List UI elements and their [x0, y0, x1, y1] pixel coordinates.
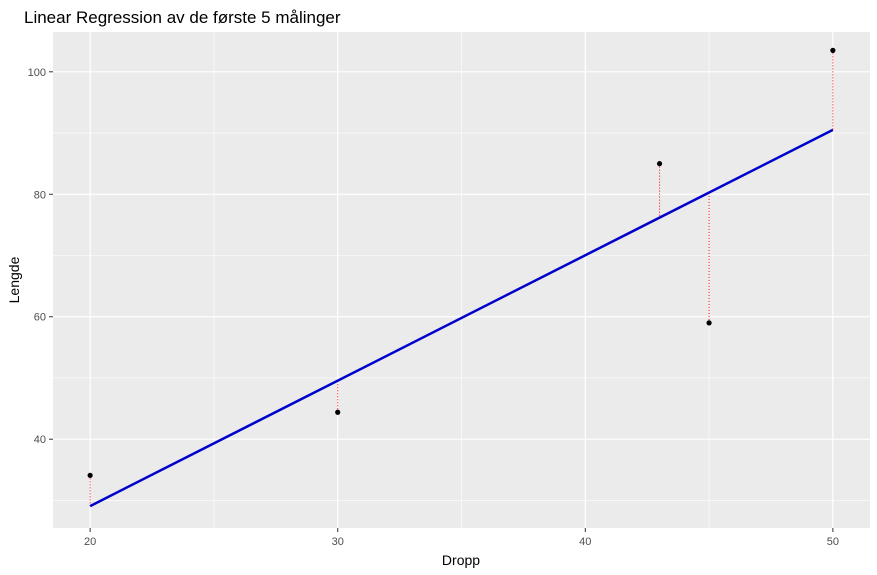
data-point	[830, 47, 836, 53]
x-tick-label: 40	[579, 536, 591, 548]
regression-line-group	[89, 128, 834, 508]
data-point	[87, 472, 93, 478]
data-point	[656, 161, 663, 167]
y-tick-label: 80	[34, 189, 46, 201]
y-tick-label: 40	[34, 434, 46, 446]
major-gridlines	[53, 32, 870, 528]
regression-line	[89, 128, 834, 508]
y-axis-title: Lengde	[6, 256, 22, 303]
x-axis-ticks: 20 30 40 50	[84, 528, 839, 548]
x-axis-title: Dropp	[442, 552, 480, 568]
x-tick-label: 20	[84, 536, 96, 548]
y-tick-label: 60	[34, 312, 46, 324]
data-point	[335, 409, 341, 415]
y-tick-label: 100	[28, 67, 46, 79]
data-point	[706, 320, 712, 326]
chart-title: Linear Regression av de første 5 målinge…	[24, 8, 341, 27]
x-tick-label: 50	[827, 536, 839, 548]
residual-lines	[89, 50, 834, 507]
data-points	[87, 47, 836, 478]
x-tick-label: 30	[332, 536, 344, 548]
y-axis-ticks: 40 60 80 100	[28, 67, 53, 446]
